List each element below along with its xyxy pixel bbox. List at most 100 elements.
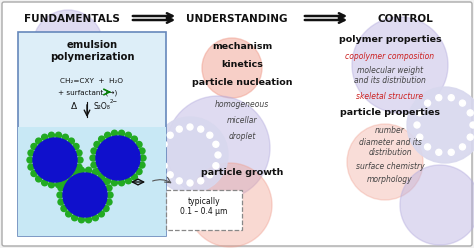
- Circle shape: [94, 141, 100, 148]
- Circle shape: [152, 117, 228, 193]
- Circle shape: [99, 211, 104, 217]
- Circle shape: [414, 122, 420, 128]
- Circle shape: [425, 100, 430, 106]
- Circle shape: [76, 164, 82, 170]
- Circle shape: [27, 157, 33, 163]
- Circle shape: [58, 185, 64, 191]
- Circle shape: [425, 144, 430, 150]
- Text: diameter and its
distribution: diameter and its distribution: [358, 138, 421, 157]
- Circle shape: [417, 110, 423, 116]
- Circle shape: [436, 95, 442, 101]
- Circle shape: [90, 155, 96, 161]
- Text: S₂O₈: S₂O₈: [94, 102, 111, 111]
- Circle shape: [63, 173, 107, 217]
- Text: FUNDAMENTALS: FUNDAMENTALS: [24, 14, 120, 24]
- Text: kinetics: kinetics: [221, 60, 263, 69]
- Circle shape: [188, 163, 272, 247]
- Circle shape: [131, 136, 137, 142]
- Text: micellar: micellar: [227, 116, 257, 125]
- Circle shape: [103, 206, 109, 212]
- Circle shape: [42, 134, 47, 140]
- Circle shape: [111, 180, 118, 186]
- Circle shape: [65, 173, 72, 179]
- Text: typically
0.1 – 0.4 μm: typically 0.1 – 0.4 μm: [180, 197, 228, 217]
- Circle shape: [400, 165, 474, 245]
- Circle shape: [57, 192, 63, 198]
- Circle shape: [31, 171, 37, 177]
- Circle shape: [55, 132, 62, 138]
- Circle shape: [103, 179, 109, 185]
- Text: number: number: [375, 126, 405, 135]
- Text: polymer properties: polymer properties: [339, 35, 441, 44]
- Circle shape: [161, 163, 167, 169]
- Circle shape: [65, 211, 72, 217]
- Circle shape: [467, 110, 473, 116]
- Circle shape: [126, 132, 131, 138]
- Circle shape: [61, 179, 67, 185]
- Circle shape: [36, 138, 42, 144]
- Text: 2−: 2−: [110, 99, 118, 104]
- Text: + surfactant (→): + surfactant (→): [58, 89, 118, 95]
- Circle shape: [72, 215, 78, 221]
- Circle shape: [77, 157, 83, 163]
- Circle shape: [111, 130, 118, 136]
- Circle shape: [28, 150, 34, 156]
- Circle shape: [63, 134, 68, 140]
- Circle shape: [467, 134, 473, 140]
- Circle shape: [167, 132, 173, 138]
- Circle shape: [417, 134, 423, 140]
- Text: CONTROL: CONTROL: [377, 14, 433, 24]
- Circle shape: [140, 155, 146, 161]
- Circle shape: [352, 17, 448, 113]
- Circle shape: [78, 167, 84, 173]
- Circle shape: [159, 152, 165, 158]
- Circle shape: [94, 169, 100, 175]
- Circle shape: [63, 180, 68, 186]
- Circle shape: [48, 182, 55, 188]
- Circle shape: [347, 124, 423, 200]
- Circle shape: [131, 174, 137, 180]
- Circle shape: [42, 180, 47, 186]
- Circle shape: [86, 167, 91, 173]
- Text: particle nucleation: particle nucleation: [192, 78, 292, 87]
- Circle shape: [448, 95, 454, 101]
- Circle shape: [176, 178, 182, 184]
- Text: molecular weight
and its distribution: molecular weight and its distribution: [354, 66, 426, 85]
- Circle shape: [76, 150, 82, 156]
- Text: UNDERSTANDING: UNDERSTANDING: [186, 14, 288, 24]
- Circle shape: [198, 178, 204, 184]
- Circle shape: [68, 176, 74, 182]
- Circle shape: [118, 130, 125, 136]
- Circle shape: [161, 141, 167, 147]
- Circle shape: [91, 148, 97, 154]
- Circle shape: [33, 138, 77, 182]
- Circle shape: [72, 169, 78, 175]
- Circle shape: [187, 124, 193, 130]
- Circle shape: [448, 149, 454, 155]
- Circle shape: [136, 169, 142, 175]
- Circle shape: [99, 174, 105, 180]
- Circle shape: [207, 172, 213, 178]
- Circle shape: [459, 100, 465, 106]
- Circle shape: [407, 87, 474, 163]
- Circle shape: [58, 199, 64, 205]
- Circle shape: [68, 138, 74, 144]
- Text: homogeneous: homogeneous: [215, 100, 269, 109]
- FancyBboxPatch shape: [18, 32, 166, 236]
- Circle shape: [33, 10, 103, 80]
- FancyBboxPatch shape: [18, 127, 166, 236]
- Circle shape: [78, 217, 84, 223]
- Circle shape: [73, 144, 79, 150]
- Circle shape: [107, 192, 113, 198]
- Circle shape: [118, 180, 125, 186]
- Circle shape: [176, 126, 182, 132]
- Text: particle growth: particle growth: [201, 168, 283, 177]
- Text: particle properties: particle properties: [340, 108, 440, 117]
- Circle shape: [105, 132, 110, 138]
- Circle shape: [36, 176, 42, 182]
- Text: emulsion
polymerization: emulsion polymerization: [50, 40, 134, 62]
- Circle shape: [99, 136, 105, 142]
- Circle shape: [61, 206, 67, 212]
- Circle shape: [99, 173, 104, 179]
- Circle shape: [28, 164, 34, 170]
